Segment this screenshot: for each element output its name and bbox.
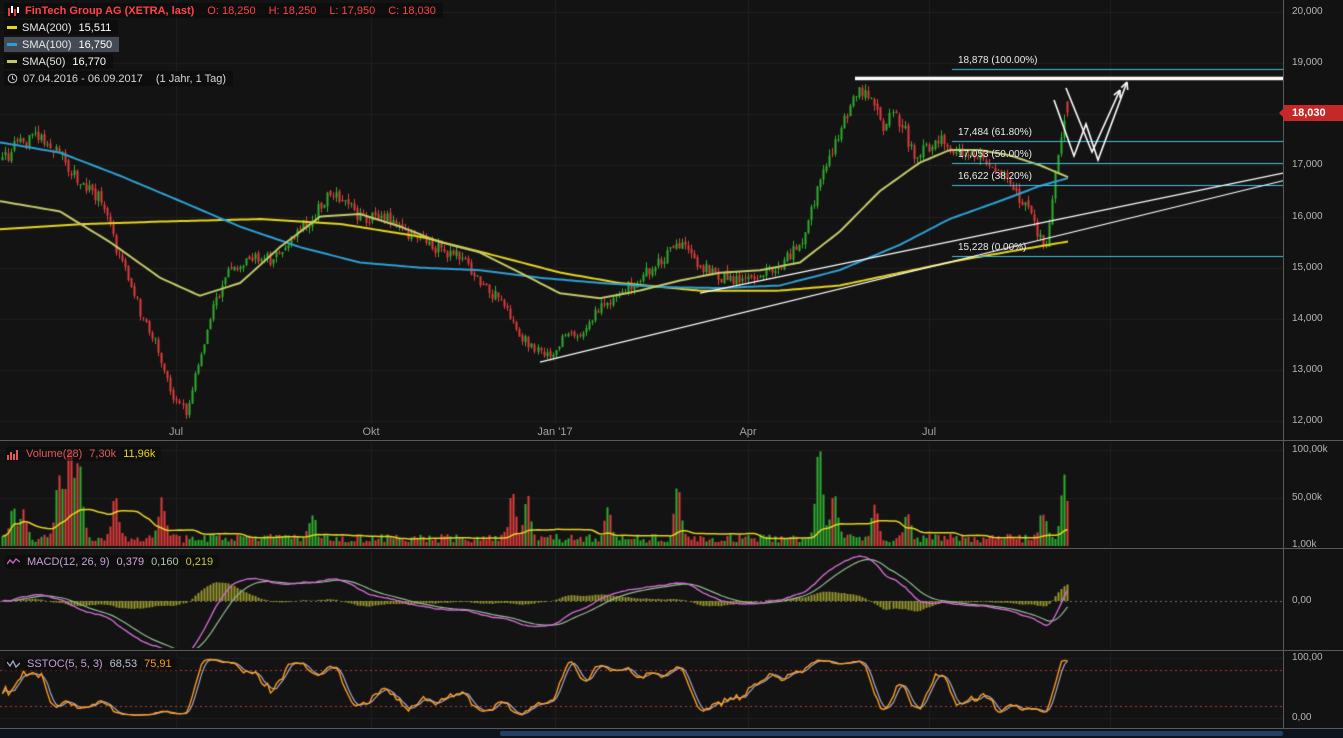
sma100-color-swatch [7, 43, 17, 46]
volume-ma-value: 11,96k [123, 448, 156, 460]
macd-wave-icon [7, 557, 20, 567]
last-price-badge: 18,030 [1279, 104, 1343, 121]
ohlc-close: C: 18,030 [388, 4, 436, 17]
price-tick-label: 20,000 [1292, 6, 1323, 17]
volume-tick-label: 1,00k [1292, 539, 1317, 550]
sstoc-wave-icon [7, 659, 20, 669]
scrollbar-thumb[interactable] [500, 731, 1283, 736]
month-label: Jul [168, 426, 184, 438]
sma200-row[interactable]: SMA(200) 15,511 [4, 20, 443, 35]
price-tick-label: 12,000 [1292, 415, 1323, 426]
price-tick-label: 15,000 [1292, 261, 1323, 273]
chart-canvas[interactable] [0, 0, 1283, 738]
month-label: Jan '17 [537, 426, 573, 438]
sma200-value: 15,511 [78, 21, 112, 34]
time-axis[interactable]: Jul Okt Jan '17 Apr Jul [0, 424, 1283, 441]
sma50-row[interactable]: SMA(50) 16,770 [4, 54, 443, 69]
ohlc-low: L: 17,950 [329, 4, 376, 17]
sma200-color-swatch [7, 26, 17, 29]
volume-tick-label: 50,00k [1292, 491, 1323, 503]
main-legend: FinTech Group AG (XETRA, last) O: 18,250… [4, 3, 443, 88]
horizontal-scrollbar[interactable] [0, 729, 1343, 738]
sma200-label: SMA(200) [22, 21, 72, 34]
macd-signal-value: 0,160 [151, 556, 179, 568]
ohlc-open: O: 18,250 [207, 4, 256, 17]
separator-volume-macd [0, 548, 1343, 549]
month-label: Okt [362, 426, 380, 438]
separator-macd-sstoc [0, 650, 1343, 651]
clock-icon [7, 73, 18, 84]
sstoc-label: SSTOC(5, 5, 3) [27, 658, 103, 670]
month-label: Apr [739, 426, 757, 438]
price-tick-label: 17,000 [1292, 159, 1323, 171]
date-range-row[interactable]: 07.04.2016 - 06.09.2017 (1 Jahr, 1 Tag) [4, 71, 443, 86]
volume-legend[interactable]: Volume(28) 7,30k 11,96k [5, 447, 162, 461]
price-tick-label: 14,000 [1292, 312, 1323, 324]
sstoc-legend[interactable]: SSTOC(5, 5, 3) 68,53 75,91 [5, 657, 178, 671]
sstoc-tick-label: 0,00 [1292, 712, 1312, 723]
volume-tick-label: 100,00k [1292, 444, 1328, 455]
macd-legend[interactable]: MACD(12, 26, 9) 0,379 0,160 0,219 [5, 555, 220, 569]
macd-label: MACD(12, 26, 9) [27, 556, 110, 568]
date-range-detail: (1 Jahr, 1 Tag) [155, 72, 227, 85]
macd-tick-label: 0,00 [1292, 595, 1312, 606]
sstoc-k-value: 75,91 [144, 658, 172, 670]
ohlc-high: H: 18,250 [268, 4, 317, 17]
sma100-row[interactable]: SMA(100) 16,750 [4, 37, 443, 52]
sstoc-tick-label: 100,00 [1292, 652, 1323, 663]
volume-bars-icon [7, 449, 19, 460]
instrument-row[interactable]: FinTech Group AG (XETRA, last) O: 18,250… [4, 3, 443, 18]
separator-main-volume [0, 440, 1343, 441]
instrument-candles-icon [7, 5, 20, 17]
price-axis[interactable]: 18,030 20,00019,00018,00017,00016,00015,… [1279, 0, 1343, 738]
date-range-text: 07.04.2016 - 06.09.2017 [23, 72, 143, 85]
volume-label: Volume(28) [26, 448, 83, 460]
sma100-label: SMA(100) [22, 38, 72, 51]
price-tick-label: 13,000 [1292, 363, 1323, 375]
month-label: Jul [921, 426, 937, 438]
macd-value: 0,379 [116, 556, 145, 568]
volume-value: 7,30k [89, 448, 117, 460]
sma50-value: 16,770 [72, 55, 107, 68]
sma50-label: SMA(50) [22, 55, 66, 68]
price-tick-label: 19,000 [1292, 57, 1323, 69]
sstoc-d-value: 68,53 [109, 658, 138, 670]
price-tick-label: 16,000 [1292, 210, 1323, 222]
instrument-title: FinTech Group AG (XETRA, last) [25, 4, 195, 17]
macd-hist-value: 0,219 [185, 556, 214, 568]
sma100-value: 16,750 [78, 38, 113, 51]
separator-sstoc-scrollbar [0, 728, 1343, 729]
sma50-color-swatch [7, 60, 17, 63]
